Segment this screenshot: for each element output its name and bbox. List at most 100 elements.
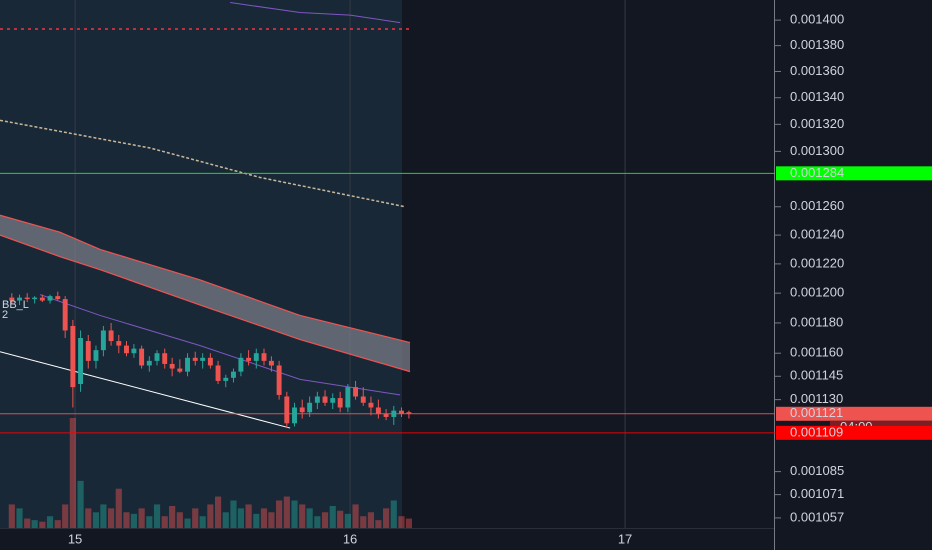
volume-bar: [16, 508, 23, 528]
x-tick-label: 15: [68, 531, 82, 546]
y-tick-label: 0.001260: [790, 198, 844, 213]
volume-bar: [367, 512, 375, 528]
candle-body: [399, 410, 404, 414]
price-label-bg: [776, 406, 932, 421]
volume-bar: [283, 496, 290, 528]
volume-bar: [115, 488, 122, 528]
volume-bar: [184, 518, 191, 528]
volume-bar: [62, 504, 69, 528]
y-tick-label: 0.001380: [790, 37, 844, 52]
candle-body: [391, 410, 397, 417]
volume-bar: [375, 520, 382, 528]
candle-body: [192, 357, 198, 361]
candle-body: [238, 357, 244, 372]
candle-body: [78, 338, 84, 385]
volume-bar: [153, 504, 161, 528]
band-fill: [0, 215, 411, 372]
candle-body: [169, 363, 175, 369]
indicator-line: [0, 119, 406, 208]
volume-bar: [383, 508, 390, 528]
volume-bar: [8, 504, 15, 528]
y-tick-label: 0.001320: [790, 116, 844, 131]
candle-body: [253, 353, 259, 361]
candle-body: [383, 413, 389, 417]
candle-body: [360, 396, 366, 403]
volume-bar: [398, 516, 405, 528]
band-edge: [0, 214, 411, 344]
candle-body: [322, 396, 328, 403]
legend-text: 2: [2, 309, 8, 321]
volume-bar: [337, 510, 344, 528]
highlight-range: [0, 0, 402, 528]
y-tick-label: 0.001340: [790, 89, 844, 104]
candle-body: [154, 353, 160, 361]
volume-bar: [390, 500, 397, 528]
price-label: 0.001109: [790, 424, 843, 439]
candle-body: [292, 407, 297, 424]
y-tick-label: 0.001145: [790, 368, 843, 383]
volume-bar: [54, 520, 61, 528]
candle-body: [17, 297, 22, 301]
y-tick-label: 0.001200: [790, 285, 844, 300]
candle-body: [314, 396, 320, 403]
legend-text: BB_L: [2, 299, 29, 311]
candle-body: [100, 330, 106, 351]
candle-body: [32, 297, 38, 300]
volume-bar: [306, 508, 313, 528]
volume-bar: [405, 518, 412, 528]
volume-bar: [176, 512, 183, 528]
price-label-bg: [776, 166, 932, 181]
volume-bar: [230, 500, 237, 528]
y-tick-label: 0.001240: [790, 227, 844, 242]
volume-bar: [360, 516, 367, 528]
candle-body: [215, 365, 221, 381]
candle-body: [55, 296, 61, 300]
y-tick-label: 0.001400: [790, 12, 844, 27]
y-tick-label: 0.001071: [790, 486, 844, 501]
candle-body: [70, 325, 76, 388]
candle-body: [345, 387, 351, 408]
candle-body: [268, 360, 274, 366]
volume-bar: [276, 500, 283, 528]
x-tick-label: 17: [618, 531, 632, 546]
candle-body: [375, 407, 381, 414]
volume-bar: [161, 516, 168, 528]
x-tick-label: 16: [343, 531, 357, 546]
candle-body: [24, 297, 30, 300]
volume-bar: [260, 508, 268, 528]
price-label-bg: [776, 425, 932, 440]
y-tick-label: 0.001057: [790, 509, 844, 524]
volume-bar: [199, 516, 206, 528]
y-tick-label: 0.001300: [790, 143, 844, 158]
volume-bar: [352, 504, 359, 528]
volume-bar: [146, 516, 153, 528]
volume-bar: [130, 513, 138, 528]
candle-body: [93, 350, 99, 361]
indicator-line: [230, 2, 401, 24]
candle-body: [9, 297, 15, 301]
candle-body: [185, 357, 191, 372]
volume-bar: [24, 518, 31, 528]
volume-bar: [100, 504, 107, 528]
volume-bar: [222, 512, 229, 528]
candle-body: [353, 387, 359, 397]
volume-bar: [46, 516, 54, 528]
candle-body: [406, 412, 412, 414]
candle-body: [368, 402, 374, 408]
volume-bar: [31, 520, 38, 528]
volume-bar: [207, 504, 214, 528]
candle-body: [200, 357, 206, 361]
volume-bar: [85, 508, 92, 528]
volume-bar: [237, 508, 244, 528]
volume-bar: [138, 508, 145, 528]
candle-body: [47, 296, 53, 301]
indicator-line: [0, 351, 291, 429]
volume-bar: [108, 508, 115, 528]
indicator-line: [39, 294, 401, 396]
candle-body: [223, 377, 229, 381]
price-label: 0.001284: [790, 165, 844, 180]
candle-body: [284, 396, 290, 424]
volume-bar: [344, 513, 351, 528]
